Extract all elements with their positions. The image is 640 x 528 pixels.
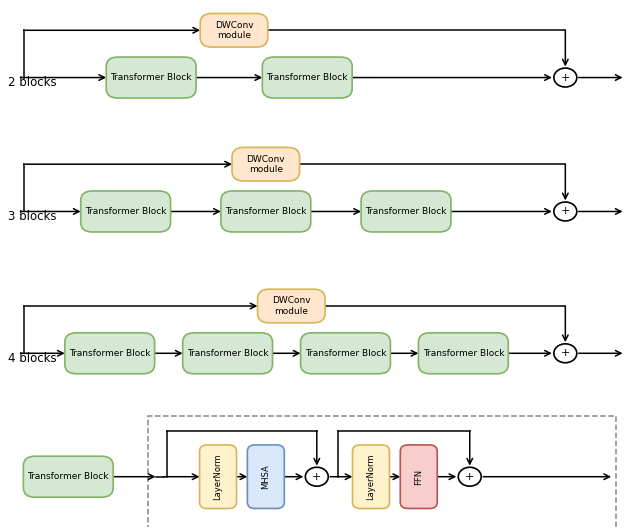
Text: Transformer Block: Transformer Block	[266, 73, 348, 82]
FancyBboxPatch shape	[200, 445, 237, 508]
Text: Transformer Block: Transformer Block	[85, 207, 166, 216]
Text: DWConv
module: DWConv module	[214, 21, 253, 40]
FancyBboxPatch shape	[400, 445, 437, 508]
Text: DWConv
module: DWConv module	[272, 296, 310, 316]
Text: Transformer Block: Transformer Block	[422, 349, 504, 358]
Text: Transformer Block: Transformer Block	[110, 73, 192, 82]
FancyBboxPatch shape	[257, 289, 325, 323]
Text: 2 blocks: 2 blocks	[8, 77, 56, 89]
FancyBboxPatch shape	[24, 456, 113, 497]
FancyBboxPatch shape	[232, 147, 300, 181]
FancyBboxPatch shape	[200, 14, 268, 47]
Text: MHSA: MHSA	[261, 464, 270, 489]
FancyBboxPatch shape	[148, 416, 616, 528]
Text: Transformer Block: Transformer Block	[187, 349, 268, 358]
Text: Transformer Block: Transformer Block	[365, 207, 447, 216]
Text: DWConv
module: DWConv module	[246, 155, 285, 174]
Text: +: +	[561, 348, 570, 359]
FancyBboxPatch shape	[247, 445, 284, 508]
Text: +: +	[561, 72, 570, 82]
Text: Transformer Block: Transformer Block	[225, 207, 307, 216]
FancyBboxPatch shape	[221, 191, 311, 232]
Text: FFN: FFN	[414, 469, 423, 485]
Text: Transformer Block: Transformer Block	[28, 472, 109, 481]
Text: Transformer Block: Transformer Block	[305, 349, 386, 358]
Text: LayerNorm: LayerNorm	[367, 454, 376, 500]
Text: +: +	[465, 472, 474, 482]
Text: LayerNorm: LayerNorm	[214, 454, 223, 500]
Text: 3 blocks: 3 blocks	[8, 210, 56, 223]
FancyBboxPatch shape	[65, 333, 155, 374]
Text: +: +	[312, 472, 321, 482]
FancyBboxPatch shape	[81, 191, 171, 232]
FancyBboxPatch shape	[419, 333, 508, 374]
FancyBboxPatch shape	[262, 57, 352, 98]
FancyBboxPatch shape	[182, 333, 273, 374]
Text: Transformer Block: Transformer Block	[69, 349, 150, 358]
FancyBboxPatch shape	[353, 445, 390, 508]
Text: +: +	[561, 206, 570, 216]
FancyBboxPatch shape	[361, 191, 451, 232]
FancyBboxPatch shape	[301, 333, 390, 374]
Text: 4 blocks: 4 blocks	[8, 352, 56, 365]
FancyBboxPatch shape	[106, 57, 196, 98]
